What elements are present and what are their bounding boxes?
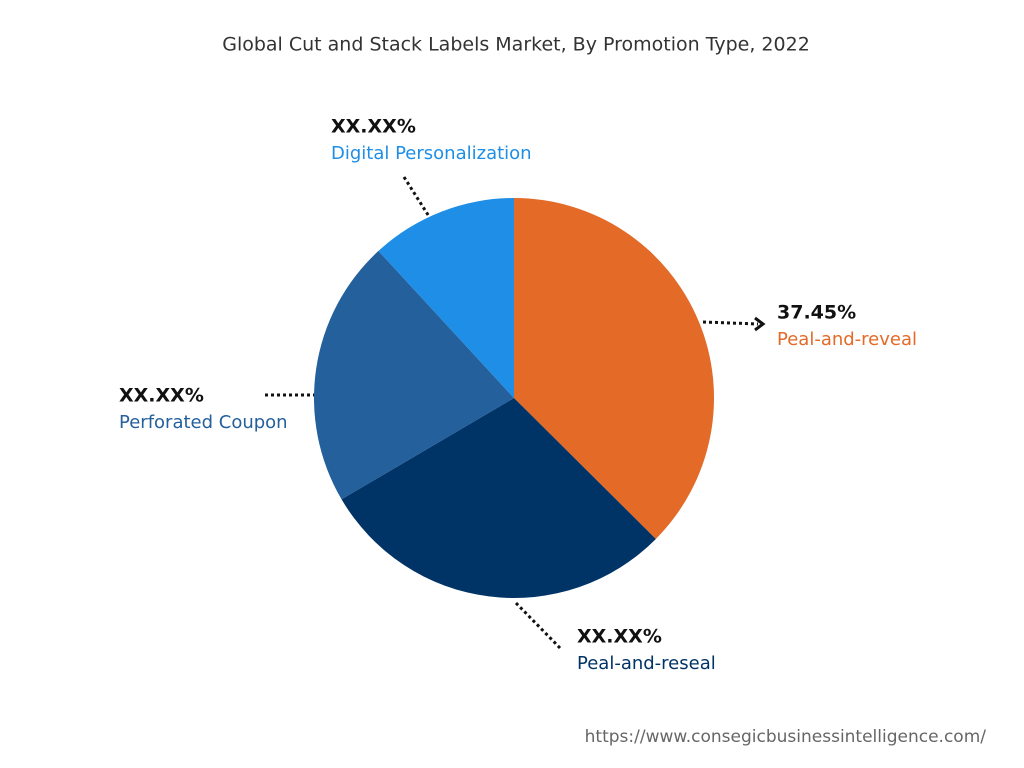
pie-slice [378,197,514,398]
pie-slice [341,398,656,598]
pie-slice [514,198,714,539]
value-label: XX.XX% [577,626,662,648]
chart-title: Global Cut and Stack Labels Market, By P… [222,34,810,56]
pie-slice [314,250,514,500]
category-label: Digital Personalization [331,143,532,164]
value-label: XX.XX% [119,385,204,407]
value-label: XX.XX% [331,116,416,138]
leader-arrow [754,316,766,332]
source-url: https://www.consegicbusinessintelligence… [585,727,987,747]
value-label: 37.45% [777,302,856,324]
category-label: Peal-and-reseal [577,653,716,674]
category-label: Peal-and-reveal [777,329,917,350]
leader-line [514,601,562,650]
leader-line [402,176,432,219]
category-label: Perforated Coupon [119,412,288,433]
